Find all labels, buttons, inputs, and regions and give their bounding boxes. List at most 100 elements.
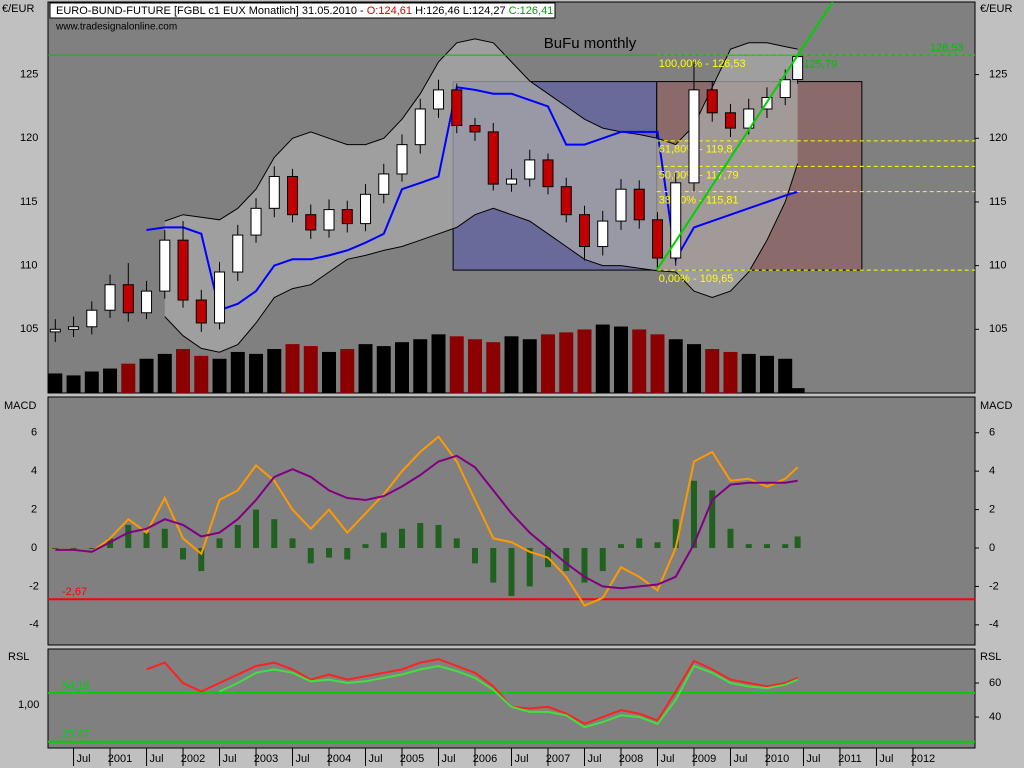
volume-bar <box>103 368 118 393</box>
y-tick-label-left: 6 <box>31 427 37 439</box>
y-tick-label: 4 <box>989 465 995 477</box>
volume-bar <box>540 334 555 393</box>
y-unit-right: €/EUR <box>980 3 1012 15</box>
volume-bar <box>741 353 756 393</box>
y-tick-label-left: -4 <box>29 619 39 631</box>
x-tick-label: Jul <box>150 753 164 765</box>
rsi-panel <box>47 648 976 749</box>
candle-body <box>506 178 517 185</box>
histogram-bar <box>508 547 515 597</box>
macd-panel <box>47 396 976 646</box>
volume-bar <box>303 346 318 393</box>
volume-bar <box>468 339 483 393</box>
y-unit-left: €/EUR <box>2 3 34 15</box>
candle-body <box>68 326 80 330</box>
y-tick-label: 40 <box>989 711 1001 723</box>
y-tick-label: 60 <box>989 677 1001 689</box>
volume-bar <box>340 349 355 393</box>
candle-body <box>451 89 463 127</box>
header-open: O:124,61 <box>367 5 412 17</box>
histogram-bar <box>563 547 570 572</box>
candle-body <box>487 131 499 185</box>
volume-bar <box>723 351 738 393</box>
candle-body <box>195 299 207 324</box>
histogram-bar <box>472 547 479 564</box>
candle-body <box>578 214 590 248</box>
histogram-bar <box>362 544 369 548</box>
histogram-bar <box>453 538 460 548</box>
volume-bar <box>790 388 805 393</box>
y-tick-label-left: 2 <box>31 503 37 515</box>
candle-body <box>651 219 663 259</box>
header-box <box>49 2 556 19</box>
volume-bar <box>48 373 63 393</box>
candle-body <box>214 271 226 324</box>
volume-bar <box>577 329 592 393</box>
header-part: H:126,46 L:124,27 <box>412 5 509 17</box>
volume-bar <box>595 324 610 393</box>
header-close: C:126,41 <box>509 5 554 17</box>
x-tick-label: 2010 <box>765 753 789 765</box>
histogram-bar <box>794 536 801 548</box>
y-tick-label: 6 <box>989 427 995 439</box>
x-tick-label: 2006 <box>473 753 497 765</box>
histogram-bar <box>289 538 296 548</box>
candle-body <box>560 186 572 216</box>
y-tick-label: -2 <box>989 580 999 592</box>
y-tick-label-left: 125 <box>20 69 38 81</box>
x-tick-label: Jul <box>806 753 820 765</box>
histogram-bar <box>690 480 697 548</box>
macd-label-right: MACD <box>980 400 1012 412</box>
candle-body <box>49 328 61 333</box>
histogram-bar <box>617 544 624 548</box>
volume-bar <box>395 342 410 393</box>
candle-body <box>743 108 755 129</box>
candle-body <box>141 290 153 314</box>
candle-body <box>706 89 718 114</box>
histogram-bar <box>271 519 278 548</box>
y-tick-label: 115 <box>989 196 1007 208</box>
candle-body <box>469 125 481 133</box>
x-tick-label: 2009 <box>692 753 716 765</box>
series-line <box>55 435 799 607</box>
x-tick-label: Jul <box>514 753 528 765</box>
fib-label: 0,00% - 109,65 <box>659 273 734 285</box>
volume-bar <box>267 349 282 393</box>
x-tick-label: Jul <box>733 753 747 765</box>
candle-body <box>287 175 299 216</box>
y-tick-label: 110 <box>989 260 1007 272</box>
y-tick-label-left: 120 <box>20 132 38 144</box>
x-tick-label: Jul <box>879 753 893 765</box>
candle-body <box>615 188 627 222</box>
volume-bar <box>121 363 136 393</box>
candle-body <box>268 175 280 209</box>
y-tick-label-left: 4 <box>31 465 37 477</box>
histogram-bar <box>417 523 424 548</box>
volume-bar <box>504 336 519 393</box>
volume-bar <box>230 351 245 393</box>
candle-body <box>633 188 645 221</box>
histogram-bar <box>344 547 351 560</box>
y-tick-label: 125 <box>989 69 1007 81</box>
volume-bar <box>66 375 81 393</box>
histogram-bar <box>745 544 752 548</box>
candle-body <box>779 79 791 99</box>
y-tick-label: -4 <box>989 619 999 631</box>
header-part: EURO-BUND-FUTURE [FGBL c1 EUX Monatlich]… <box>56 5 367 17</box>
histogram-bar <box>435 524 442 548</box>
candle-body <box>305 214 317 231</box>
y-tick-label-left: 115 <box>20 196 38 208</box>
histogram-bar <box>763 544 770 548</box>
rsi-label-right: RSL <box>980 651 1001 663</box>
candle-body <box>396 144 408 175</box>
histogram-bar <box>307 547 314 564</box>
volume-bar <box>486 342 501 393</box>
volume-bar <box>157 353 172 393</box>
x-tick-label: 2002 <box>181 753 205 765</box>
series-line <box>146 658 798 725</box>
candle-body <box>232 234 244 273</box>
histogram-bar <box>709 490 716 548</box>
x-tick-label: Jul <box>441 753 455 765</box>
